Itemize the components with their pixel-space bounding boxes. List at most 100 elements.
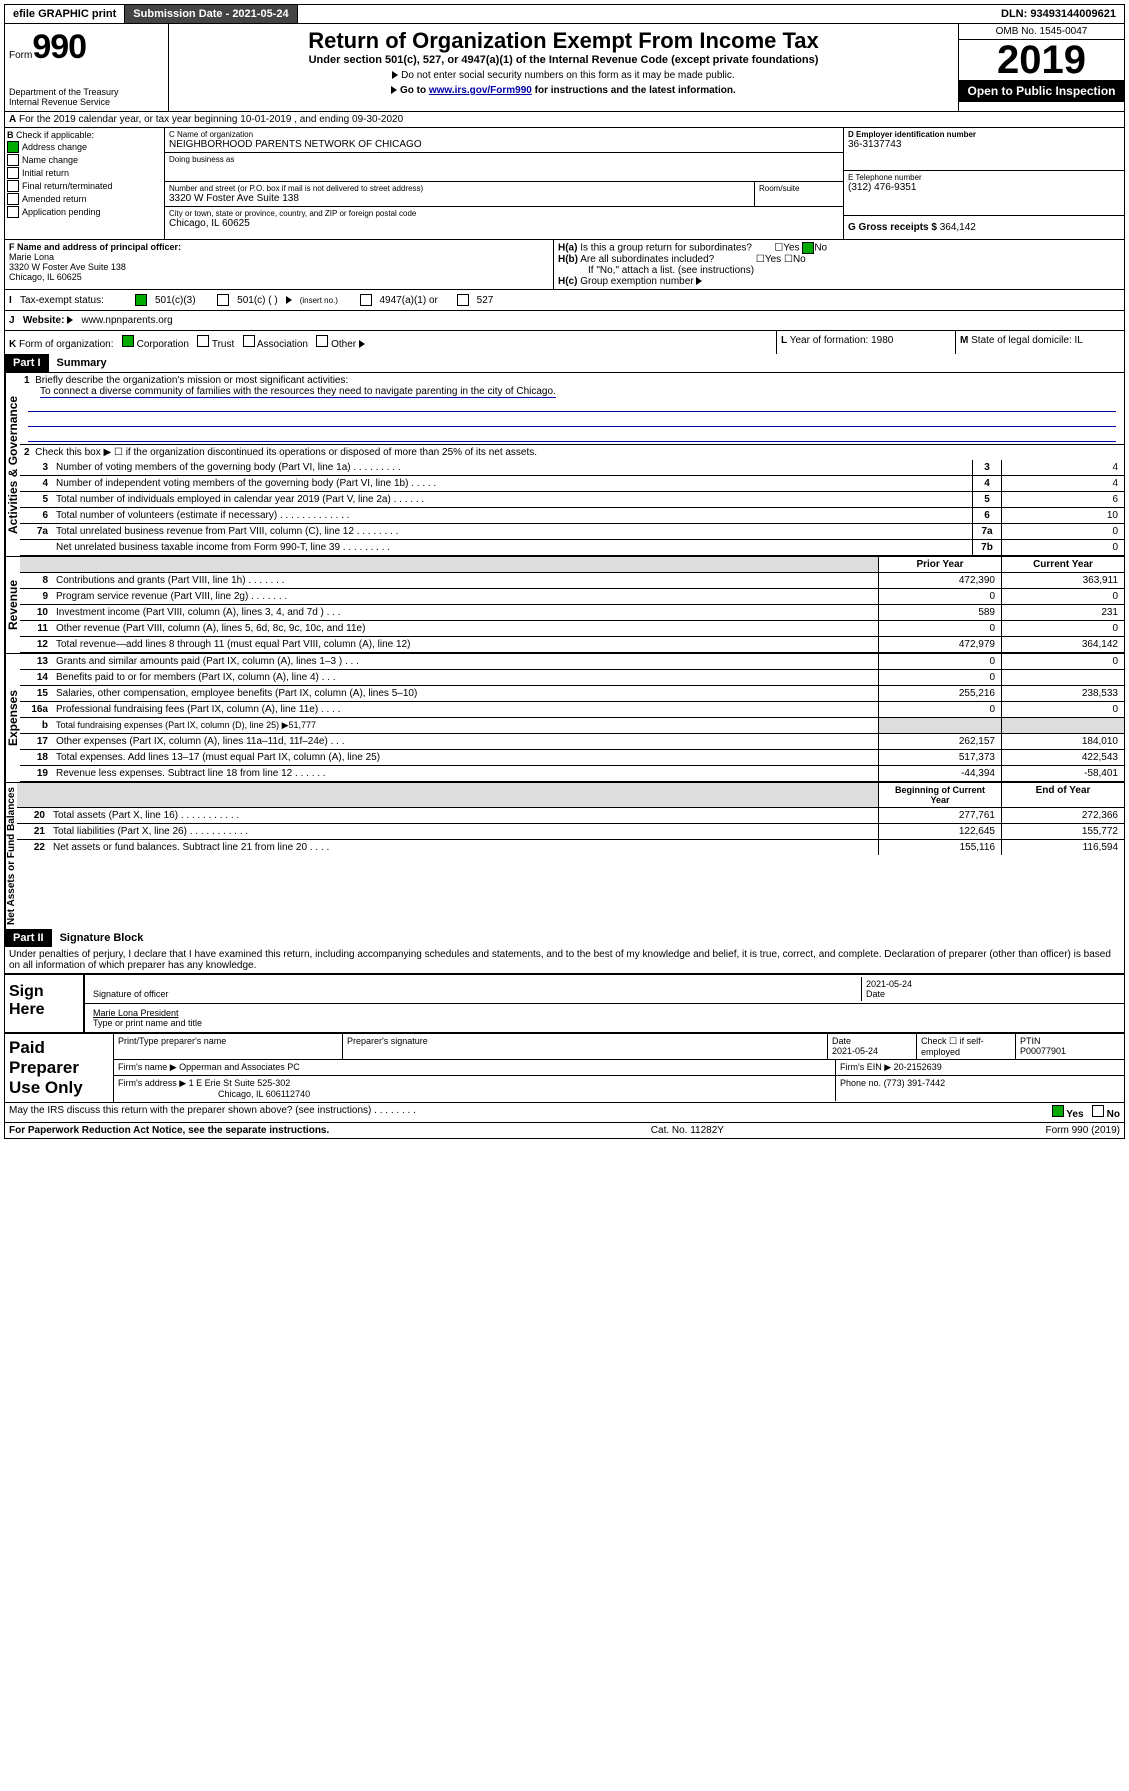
check-label: Check if applicable: bbox=[16, 130, 94, 140]
chk-discuss-no[interactable] bbox=[1092, 1105, 1104, 1117]
firm-name: Opperman and Associates PC bbox=[179, 1062, 300, 1072]
ein: 36-3137743 bbox=[848, 139, 1120, 150]
line3: Number of voting members of the governin… bbox=[52, 460, 972, 475]
p21: 122,645 bbox=[878, 824, 1001, 839]
p19: -44,394 bbox=[878, 766, 1001, 781]
chk-address-change[interactable] bbox=[7, 141, 19, 153]
c21: 155,772 bbox=[1001, 824, 1124, 839]
expenses-section: Expenses 13Grants and similar amounts pa… bbox=[5, 653, 1124, 782]
chk-name-change[interactable] bbox=[7, 154, 19, 166]
dept: Department of the Treasury Internal Reve… bbox=[9, 87, 164, 107]
chk-assoc[interactable] bbox=[243, 335, 255, 347]
chk-discuss-yes[interactable] bbox=[1052, 1105, 1064, 1117]
addr-label: Number and street (or P.O. box if mail i… bbox=[169, 184, 750, 193]
line11: Other revenue (Part VIII, column (A), li… bbox=[52, 621, 878, 636]
instructions-link[interactable]: www.irs.gov/Form990 bbox=[429, 85, 532, 96]
chk-corp[interactable] bbox=[122, 335, 134, 347]
revenue-section: Revenue Prior YearCurrent Year 8Contribu… bbox=[5, 556, 1124, 653]
firm-phone: (773) 391-7442 bbox=[884, 1078, 946, 1088]
website-row: J Website: www.npnparents.org bbox=[5, 310, 1124, 330]
p14: 0 bbox=[878, 670, 1001, 685]
ein-label: D Employer identification number bbox=[848, 130, 976, 139]
officer-addr1: 3320 W Foster Ave Suite 138 bbox=[9, 262, 549, 272]
line10: Investment income (Part VIII, column (A)… bbox=[52, 605, 878, 620]
form-body: Form990 Department of the Treasury Inter… bbox=[4, 24, 1125, 1139]
hdr-prior: Prior Year bbox=[878, 557, 1001, 572]
chk-501c3[interactable] bbox=[135, 294, 147, 306]
chk-trust[interactable] bbox=[197, 335, 209, 347]
hdr-current: Current Year bbox=[1001, 557, 1124, 572]
k-trust: Trust bbox=[212, 339, 234, 350]
ptin: P00077901 bbox=[1020, 1046, 1066, 1056]
prep-h3: Date bbox=[832, 1036, 851, 1046]
firm-addr-label: Firm's address ▶ bbox=[118, 1078, 186, 1088]
footer-left: For Paperwork Reduction Act Notice, see … bbox=[9, 1125, 329, 1136]
chk-label: Application pending bbox=[22, 207, 101, 217]
line5: Total number of individuals employed in … bbox=[52, 492, 972, 507]
pointer-icon bbox=[67, 316, 73, 324]
line4: Number of independent voting members of … bbox=[52, 476, 972, 491]
efile-btn[interactable]: efile GRAPHIC print bbox=[5, 5, 125, 23]
val4: 4 bbox=[1001, 476, 1124, 491]
pointer-icon bbox=[391, 86, 397, 94]
p8: 472,390 bbox=[878, 573, 1001, 588]
yes: Yes bbox=[1066, 1109, 1083, 1120]
chk-application-pending[interactable] bbox=[7, 206, 19, 218]
part1-label: Part I bbox=[5, 354, 49, 372]
prep-h4: Check ☐ if self-employed bbox=[917, 1034, 1016, 1059]
instr-2-pre: Go to bbox=[400, 85, 429, 96]
c9: 0 bbox=[1001, 589, 1124, 604]
chk-amended[interactable] bbox=[7, 193, 19, 205]
p11: 0 bbox=[878, 621, 1001, 636]
m-label: State of legal domicile: bbox=[971, 335, 1072, 346]
tax-year: 2019 bbox=[959, 40, 1124, 80]
line17: Other expenses (Part IX, column (A), lin… bbox=[52, 734, 878, 749]
side-net: Net Assets or Fund Balances bbox=[5, 783, 17, 929]
l-label: Year of formation: bbox=[790, 335, 869, 346]
officer-addr2: Chicago, IL 60625 bbox=[9, 272, 549, 282]
val7a: 0 bbox=[1001, 524, 1124, 539]
k-corp: Corporation bbox=[137, 339, 189, 350]
row-a: A For the 2019 calendar year, or tax yea… bbox=[5, 111, 1124, 127]
line9: Program service revenue (Part VIII, line… bbox=[52, 589, 878, 604]
line1-label: Briefly describe the organization's miss… bbox=[35, 375, 348, 386]
line7b: Net unrelated business taxable income fr… bbox=[52, 540, 972, 555]
firm-city: Chicago, IL 606112740 bbox=[118, 1089, 310, 1099]
instr-2-post: for instructions and the latest informat… bbox=[532, 85, 736, 96]
side-expenses: Expenses bbox=[5, 654, 20, 782]
line12: Total revenue—add lines 8 through 11 (mu… bbox=[52, 637, 878, 652]
ha-text: Is this a group return for subordinates? bbox=[580, 243, 752, 254]
chk-501c[interactable] bbox=[217, 294, 229, 306]
yes: Yes bbox=[783, 243, 799, 254]
hc-text: Group exemption number bbox=[580, 276, 693, 287]
chk-label: Address change bbox=[22, 142, 87, 152]
k-assoc: Association bbox=[257, 339, 308, 350]
line21: Total liabilities (Part X, line 26) . . … bbox=[49, 824, 878, 839]
line8: Contributions and grants (Part VIII, lin… bbox=[52, 573, 878, 588]
pointer-icon bbox=[696, 277, 702, 285]
part2-header: Part II Signature Block bbox=[5, 929, 1124, 947]
part1-header: Part I Summary bbox=[5, 354, 1124, 372]
p17: 262,157 bbox=[878, 734, 1001, 749]
state-domicile: IL bbox=[1075, 335, 1083, 346]
chk-ha-no[interactable] bbox=[802, 242, 814, 254]
chk-4947[interactable] bbox=[360, 294, 372, 306]
address: 3320 W Foster Ave Suite 138 bbox=[169, 193, 750, 204]
prep-h2: Preparer's signature bbox=[343, 1034, 828, 1059]
chk-527[interactable] bbox=[457, 294, 469, 306]
period-text: For the 2019 calendar year, or tax year … bbox=[19, 114, 403, 125]
dln: DLN: 93493144009621 bbox=[993, 5, 1124, 23]
chk-final-return[interactable] bbox=[7, 180, 19, 192]
opt-527: 527 bbox=[477, 295, 494, 306]
pointer-icon bbox=[286, 296, 292, 304]
c20: 272,366 bbox=[1001, 808, 1124, 823]
submission-date[interactable]: Submission Date - 2021-05-24 bbox=[125, 5, 297, 23]
insert-no: (insert no.) bbox=[300, 296, 338, 305]
chk-other[interactable] bbox=[316, 335, 328, 347]
line7a: Total unrelated business revenue from Pa… bbox=[52, 524, 972, 539]
chk-label: Initial return bbox=[22, 168, 69, 178]
hb-text: Are all subordinates included? bbox=[580, 254, 714, 265]
website-url: www.npnparents.org bbox=[82, 315, 173, 326]
chk-initial-return[interactable] bbox=[7, 167, 19, 179]
line22: Net assets or fund balances. Subtract li… bbox=[49, 840, 878, 855]
